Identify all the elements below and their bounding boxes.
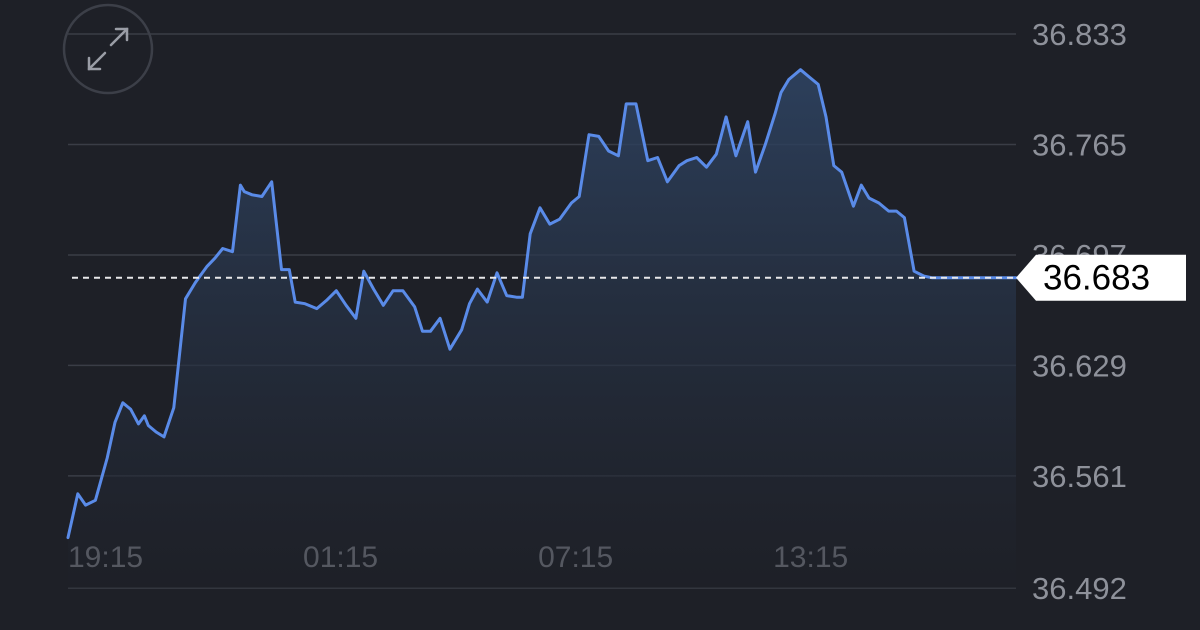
price-area-fill bbox=[68, 69, 1016, 588]
y-tick-label: 36.561 bbox=[1032, 459, 1127, 494]
y-tick-label: 36.492 bbox=[1032, 571, 1127, 606]
expand-button[interactable] bbox=[62, 3, 154, 95]
price-series-line bbox=[66, 68, 1018, 540]
current-value-label: 36.683 bbox=[1043, 259, 1150, 298]
y-tick-label: 36.765 bbox=[1032, 127, 1127, 162]
current-value-badge: 36.683 bbox=[1016, 254, 1186, 301]
y-tick-label: 36.833 bbox=[1032, 17, 1127, 52]
expand-arrows-icon bbox=[87, 27, 129, 71]
y-tick-label: 36.629 bbox=[1032, 348, 1127, 383]
